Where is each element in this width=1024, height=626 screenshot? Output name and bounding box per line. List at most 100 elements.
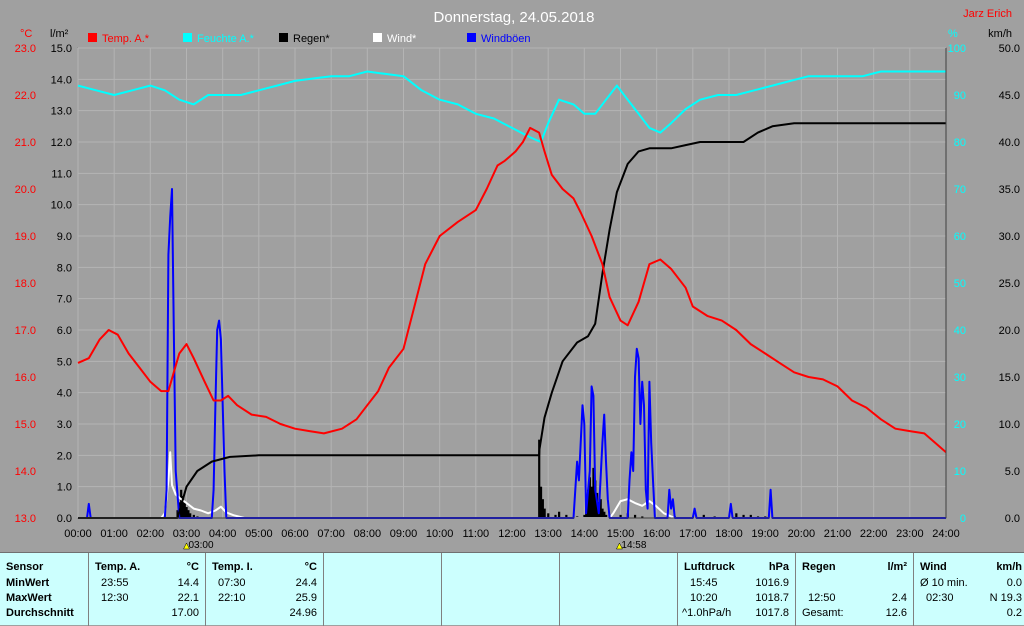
legend-swatch	[183, 33, 192, 42]
legend-label: Temp. A.*	[102, 33, 150, 45]
wind-tick-label: 15.0	[999, 372, 1020, 384]
rain-bar	[599, 499, 602, 518]
x-tick-label: 20:00	[788, 528, 816, 540]
wind-header: Wind	[920, 561, 947, 573]
humidity-tick-label: 60	[954, 231, 966, 243]
separator	[441, 553, 442, 626]
temp-a-header: Temp. A.	[95, 561, 141, 573]
humidity-tick-label: 80	[954, 137, 966, 149]
legend-swatch	[279, 33, 288, 42]
rain-bar	[605, 514, 608, 518]
rain-total-label: Gesamt:	[802, 607, 844, 619]
legend-swatch	[88, 33, 97, 42]
pressure-avg-value: 1017.8	[755, 607, 789, 619]
rain-total-value: 12.6	[885, 607, 907, 619]
x-tick-label: 18:00	[715, 528, 743, 540]
wind-column: Wind km/h Ø 10 min. 0.0 02:30 N 19.3 0.2	[914, 553, 1024, 626]
rain-tick-label: 14.0	[51, 74, 72, 86]
temp-a-column: Temp. A. °C 23:55 14.4 12:30 22.1 17.00	[89, 553, 205, 626]
wind-line	[78, 451, 946, 519]
rain-bar	[601, 508, 604, 518]
maxwert-label: MaxWert	[6, 592, 52, 604]
x-tick-label: 10:00	[426, 528, 454, 540]
humidity-tick-label: 0	[960, 513, 966, 525]
humidity-tick-label: 10	[954, 466, 966, 478]
rain-column: Regen l/m² 12:50 2.4 Gesamt: 12.6	[796, 553, 913, 626]
x-tick-label: 14:00	[571, 528, 599, 540]
x-tick-label: 17:00	[679, 528, 707, 540]
temp-i-avg-value: 24.96	[289, 607, 317, 619]
rain-bar	[181, 496, 185, 518]
temp-i-max-time: 22:10	[218, 592, 246, 604]
separator	[677, 553, 678, 626]
rain-tick-label: 3.0	[57, 419, 72, 431]
x-tick-label: 13:00	[534, 528, 562, 540]
rain-bar	[749, 514, 752, 518]
temp-a-max-time: 12:30	[101, 592, 129, 604]
wind-max-time: 02:30	[926, 592, 954, 604]
rain-tick-label: 4.0	[57, 388, 72, 400]
humidity-axis-unit: %	[948, 28, 958, 40]
separator	[88, 553, 89, 626]
rain-tick-label: 15.0	[51, 43, 72, 55]
wind-max-value: N 19.3	[989, 592, 1022, 604]
author-label: Jarz Erich	[963, 8, 1012, 20]
temp-tick-label: 16.0	[15, 372, 36, 384]
rain-tick-label: 11.0	[51, 168, 72, 180]
humidity-tick-label: 70	[954, 184, 966, 196]
temp-i-unit: °C	[304, 561, 317, 573]
pressure-unit: hPa	[768, 561, 789, 573]
rain-bar	[641, 516, 644, 518]
x-tick-label: 24:00	[932, 528, 960, 540]
x-tick-label: 23:00	[896, 528, 924, 540]
rain-unit: l/m²	[887, 561, 907, 573]
x-tick-label: 04:00	[209, 528, 237, 540]
rain-bar	[558, 511, 561, 518]
rain-bar	[541, 499, 544, 518]
wind-overall-avg-value: 0.2	[1006, 607, 1022, 619]
x-tick-label: 21:00	[824, 528, 852, 540]
humidity-tick-label: 50	[954, 278, 966, 290]
wind-tick-label: 25.0	[999, 278, 1020, 290]
wind-tick-label: 10.0	[999, 419, 1020, 431]
rain-tick-label: 2.0	[57, 450, 72, 462]
wind-tick-label: 0.0	[1005, 513, 1020, 525]
marker-arrow-icon	[183, 542, 190, 550]
rain-tick-label: 5.0	[57, 356, 72, 368]
separator	[323, 553, 324, 626]
rain-bar	[176, 510, 179, 518]
rain-tick-label: 0.0	[57, 513, 72, 525]
rain-cumulative-line	[78, 122, 946, 519]
wind-tick-label: 20.0	[999, 325, 1020, 337]
rain-bar	[586, 489, 590, 518]
x-tick-label: 05:00	[245, 528, 273, 540]
temperature-line	[77, 126, 947, 453]
temp-tick-label: 18.0	[15, 278, 36, 290]
temp-i-min-value: 24.4	[295, 577, 317, 589]
rain-bar	[554, 514, 557, 518]
pressure-min-value: 1016.9	[755, 577, 789, 589]
rain-tick-label: 12.0	[51, 137, 72, 149]
temp-axis-unit: °C	[20, 28, 32, 40]
x-tick-label: 16:00	[643, 528, 671, 540]
temp-tick-label: 19.0	[15, 231, 36, 243]
minwert-label: MinWert	[6, 577, 50, 589]
x-tick-label: 09:00	[390, 528, 418, 540]
chart-legend: Temp. A.* Feuchte A.* Regen* Wind* Windböen	[88, 33, 531, 45]
temp-a-avg-value: 17.00	[171, 607, 199, 619]
marker-label: 03:00	[189, 540, 214, 551]
rain-tick-label: 8.0	[57, 262, 72, 274]
rain-tick-label: 6.0	[57, 325, 72, 337]
temp-tick-label: 17.0	[15, 325, 36, 337]
separator	[795, 553, 796, 626]
rain-bar	[547, 513, 550, 518]
rain-max-time: 12:50	[808, 592, 836, 604]
pressure-header: Luftdruck	[684, 561, 735, 573]
pressure-max-time: 10:20	[690, 592, 718, 604]
temp-tick-label: 15.0	[15, 419, 36, 431]
pressure-column: Luftdruck hPa 15:45 1016.9 10:20 1018.7 …	[678, 553, 795, 626]
humidity-tick-label: 40	[954, 325, 966, 337]
x-tick-label: 19:00	[751, 528, 779, 540]
x-tick-label: 12:00	[498, 528, 526, 540]
legend-swatch	[467, 33, 476, 42]
